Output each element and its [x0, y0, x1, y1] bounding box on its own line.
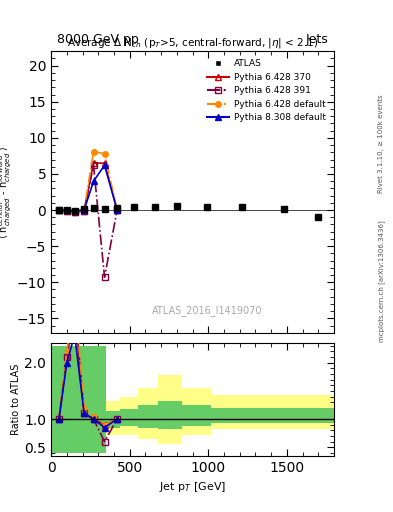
Text: mcplots.cern.ch [arXiv:1306.3436]: mcplots.cern.ch [arXiv:1306.3436] [378, 221, 385, 343]
ATLAS [82, 206, 86, 212]
Pythia 6.428 391 [72, 209, 77, 215]
Line: Pythia 6.428 370: Pythia 6.428 370 [55, 160, 121, 216]
Text: ATLAS_2016_I1419070: ATLAS_2016_I1419070 [151, 305, 262, 316]
Pythia 8.308 default [72, 208, 77, 214]
Pythia 6.428 370 [102, 160, 107, 166]
Pythia 6.428 default [102, 151, 107, 157]
Pythia 8.308 default [64, 207, 69, 214]
ATLAS [174, 203, 179, 209]
Pythia 6.428 370 [64, 208, 69, 214]
Pythia 6.428 default [72, 208, 77, 215]
Pythia 6.428 default [57, 207, 61, 213]
Pythia 6.428 391 [82, 208, 86, 214]
X-axis label: Jet p$_T$ [GeV]: Jet p$_T$ [GeV] [159, 480, 226, 494]
Pythia 6.428 default [64, 207, 69, 213]
Pythia 6.428 370 [72, 209, 77, 215]
Pythia 6.428 391 [91, 162, 96, 168]
Line: Pythia 6.428 391: Pythia 6.428 391 [55, 162, 121, 281]
Pythia 8.308 default [115, 207, 119, 213]
Pythia 8.308 default [82, 207, 86, 213]
Pythia 6.428 default [82, 207, 86, 213]
ATLAS [115, 205, 119, 211]
Pythia 6.428 391 [57, 207, 61, 213]
ATLAS [204, 204, 209, 210]
Pythia 6.428 391 [64, 208, 69, 214]
ATLAS [132, 204, 137, 210]
Pythia 6.428 391 [115, 207, 119, 213]
Legend: ATLAS, Pythia 6.428 370, Pythia 6.428 391, Pythia 6.428 default, Pythia 8.308 de: ATLAS, Pythia 6.428 370, Pythia 6.428 39… [203, 56, 330, 126]
Line: Pythia 8.308 default: Pythia 8.308 default [55, 162, 121, 214]
ATLAS [57, 207, 61, 213]
Pythia 6.428 default [115, 207, 119, 213]
ATLAS [152, 204, 157, 210]
Pythia 6.428 370 [115, 207, 119, 213]
Pythia 6.428 default [91, 148, 96, 155]
ATLAS [240, 204, 244, 210]
Y-axis label: Ratio to ATLAS: Ratio to ATLAS [11, 364, 22, 435]
Text: 8000 GeV pp: 8000 GeV pp [57, 33, 138, 46]
Pythia 8.308 default [57, 207, 61, 213]
ATLAS [64, 207, 69, 214]
ATLAS [72, 208, 77, 214]
ATLAS [316, 214, 321, 220]
Title: Average $\Delta$ N$_{ch}$ (p$_T$>5, central-forward, |$\eta$| < 2.1): Average $\Delta$ N$_{ch}$ (p$_T$>5, cent… [67, 36, 318, 50]
Line: ATLAS: ATLAS [55, 203, 322, 221]
ATLAS [102, 205, 107, 211]
ATLAS [91, 205, 96, 211]
Pythia 6.428 391 [102, 274, 107, 280]
Pythia 6.428 370 [82, 208, 86, 214]
Pythia 6.428 370 [57, 207, 61, 213]
Pythia 8.308 default [102, 162, 107, 168]
ATLAS [281, 206, 286, 212]
Pythia 8.308 default [91, 178, 96, 184]
Pythia 6.428 370 [91, 160, 96, 166]
Text: Jets: Jets [306, 33, 329, 46]
Y-axis label: ⟨ n$^{central}_{charged}$ - n$^{forward}_{charged}$ ⟩: ⟨ n$^{central}_{charged}$ - n$^{forward}… [0, 145, 14, 239]
Line: Pythia 6.428 default: Pythia 6.428 default [56, 149, 120, 215]
Text: Rivet 3.1.10, ≥ 100k events: Rivet 3.1.10, ≥ 100k events [378, 94, 384, 193]
